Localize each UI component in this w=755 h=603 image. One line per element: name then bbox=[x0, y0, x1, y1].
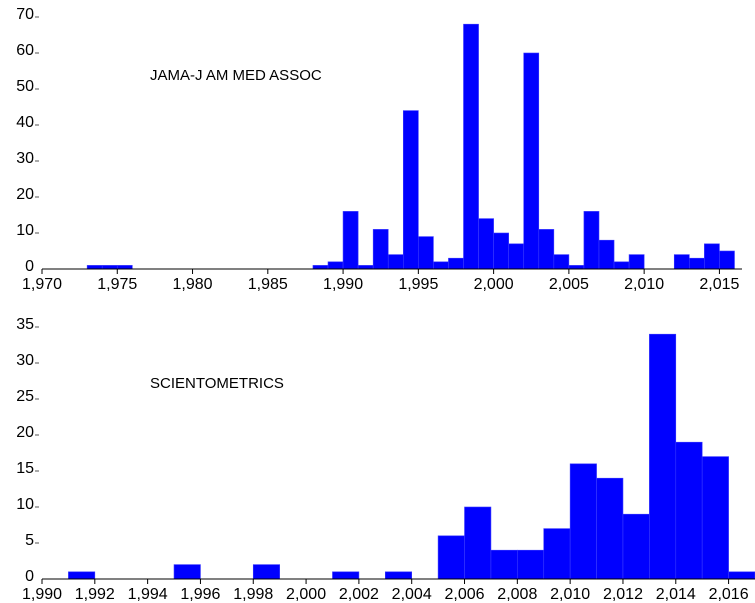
x-tick-label: 1,992 bbox=[75, 586, 115, 603]
x-tick-label: 2,016 bbox=[709, 586, 749, 603]
histogram-bar bbox=[402, 110, 419, 270]
y-tick-label: 0 bbox=[25, 568, 34, 585]
x-tick-label: 1,994 bbox=[128, 586, 168, 603]
panel-scientometrics: 0 5 10 15 20 25 30 35 1,990 1,992 1,994 1,996 1,998 2… bbox=[16, 316, 755, 603]
y-tick-label: 40 bbox=[16, 114, 34, 131]
histogram-bar bbox=[704, 243, 720, 270]
x-tick-label: 2,012 bbox=[603, 586, 643, 603]
panel-annotation: SCIENTOMETRICS bbox=[150, 375, 284, 392]
y-tick-label: 0 bbox=[25, 258, 34, 275]
y-tick-label: 60 bbox=[16, 42, 34, 59]
histogram-bar bbox=[622, 513, 650, 580]
histogram-bar bbox=[252, 564, 280, 580]
x-tick-label: 1,990 bbox=[22, 586, 62, 603]
panel-jama: 0 10 20 30 40 50 60 70 1,970 1,975 1,980 1,985 1,990… bbox=[16, 6, 742, 293]
histogram-bar bbox=[628, 254, 645, 270]
x-tick-label: 1,996 bbox=[180, 586, 220, 603]
y-tick-label: 25 bbox=[16, 388, 34, 405]
histogram-bar bbox=[464, 506, 492, 580]
x-tick-label: 2,006 bbox=[444, 586, 484, 603]
histogram-bar bbox=[312, 265, 329, 270]
x-tick-label: 2,010 bbox=[624, 276, 664, 293]
histogram-bar bbox=[553, 254, 570, 270]
histogram-bar bbox=[173, 564, 201, 580]
histogram-bar bbox=[673, 254, 690, 270]
x-tick-label: 1,990 bbox=[323, 276, 363, 293]
histogram-bar bbox=[689, 257, 705, 270]
x-tick-label: 2,015 bbox=[699, 276, 739, 293]
histogram-bar bbox=[418, 236, 434, 270]
histogram-bar bbox=[598, 239, 615, 270]
x-tick-label: 1,985 bbox=[248, 276, 288, 293]
y-tick-label: 5 bbox=[25, 532, 34, 549]
histogram-bar bbox=[372, 229, 389, 270]
histogram-bar bbox=[517, 549, 545, 580]
x-tick-label: 1,998 bbox=[233, 586, 273, 603]
histogram-bar bbox=[384, 571, 413, 580]
x-tick-label: 2,010 bbox=[550, 586, 590, 603]
histogram-bar bbox=[116, 265, 133, 270]
histogram-bar bbox=[728, 571, 755, 580]
x-tick-label: 2,000 bbox=[474, 276, 514, 293]
histogram-bar bbox=[568, 265, 585, 270]
y-tick-label: 15 bbox=[16, 460, 34, 477]
histogram-bar bbox=[508, 243, 525, 270]
x-tick-label: 1,980 bbox=[173, 276, 213, 293]
histogram-bar bbox=[538, 229, 555, 270]
x-tick-label: 1,970 bbox=[22, 276, 62, 293]
x-tick-label: 2,000 bbox=[286, 586, 326, 603]
histogram-bar bbox=[523, 52, 540, 270]
y-tick-label: 30 bbox=[16, 352, 34, 369]
histogram-bar bbox=[437, 535, 465, 580]
histogram-bar bbox=[327, 261, 344, 270]
histogram-bar bbox=[463, 23, 479, 270]
x-tick-label: 2,004 bbox=[392, 586, 432, 603]
y-tick-label: 10 bbox=[16, 222, 34, 239]
x-tick-label: 1,975 bbox=[97, 276, 137, 293]
histogram-bar bbox=[490, 549, 518, 580]
histogram-bar bbox=[387, 254, 404, 270]
x-tick-label: 1,995 bbox=[398, 276, 438, 293]
histogram-bar bbox=[433, 261, 449, 270]
histogram-bar bbox=[68, 571, 96, 580]
histogram-bar bbox=[342, 211, 359, 270]
histogram-bar bbox=[86, 265, 103, 270]
x-tick-label: 2,008 bbox=[497, 586, 537, 603]
histogram-bar bbox=[675, 441, 703, 580]
y-tick-label: 20 bbox=[16, 424, 34, 441]
histogram-bar bbox=[357, 265, 374, 270]
panel-annotation: JAMA-J AM MED ASSOC bbox=[150, 67, 322, 84]
histogram-bar bbox=[478, 218, 494, 270]
x-tick-label: 2,014 bbox=[656, 586, 696, 603]
histogram-bar bbox=[569, 463, 597, 580]
y-tick-label: 20 bbox=[16, 186, 34, 203]
y-tick-label: 30 bbox=[16, 150, 34, 167]
histogram-bar bbox=[719, 250, 735, 270]
histogram-bar bbox=[596, 477, 624, 580]
y-tick-label: 10 bbox=[16, 496, 34, 513]
histogram-bar bbox=[649, 333, 677, 580]
y-tick-label: 50 bbox=[16, 78, 34, 95]
histogram-bar bbox=[101, 265, 118, 270]
histogram-bar bbox=[583, 211, 600, 270]
histogram-bar bbox=[543, 528, 571, 580]
histogram-bar bbox=[448, 257, 464, 270]
y-tick-label: 35 bbox=[16, 316, 34, 333]
x-tick-label: 2,005 bbox=[549, 276, 589, 293]
histogram-bar bbox=[613, 261, 630, 270]
x-tick-label: 2,002 bbox=[339, 586, 379, 603]
histogram-bar bbox=[493, 232, 509, 270]
y-tick-label: 70 bbox=[16, 6, 34, 23]
histogram-bar bbox=[332, 571, 360, 580]
histogram-bar bbox=[701, 456, 729, 580]
